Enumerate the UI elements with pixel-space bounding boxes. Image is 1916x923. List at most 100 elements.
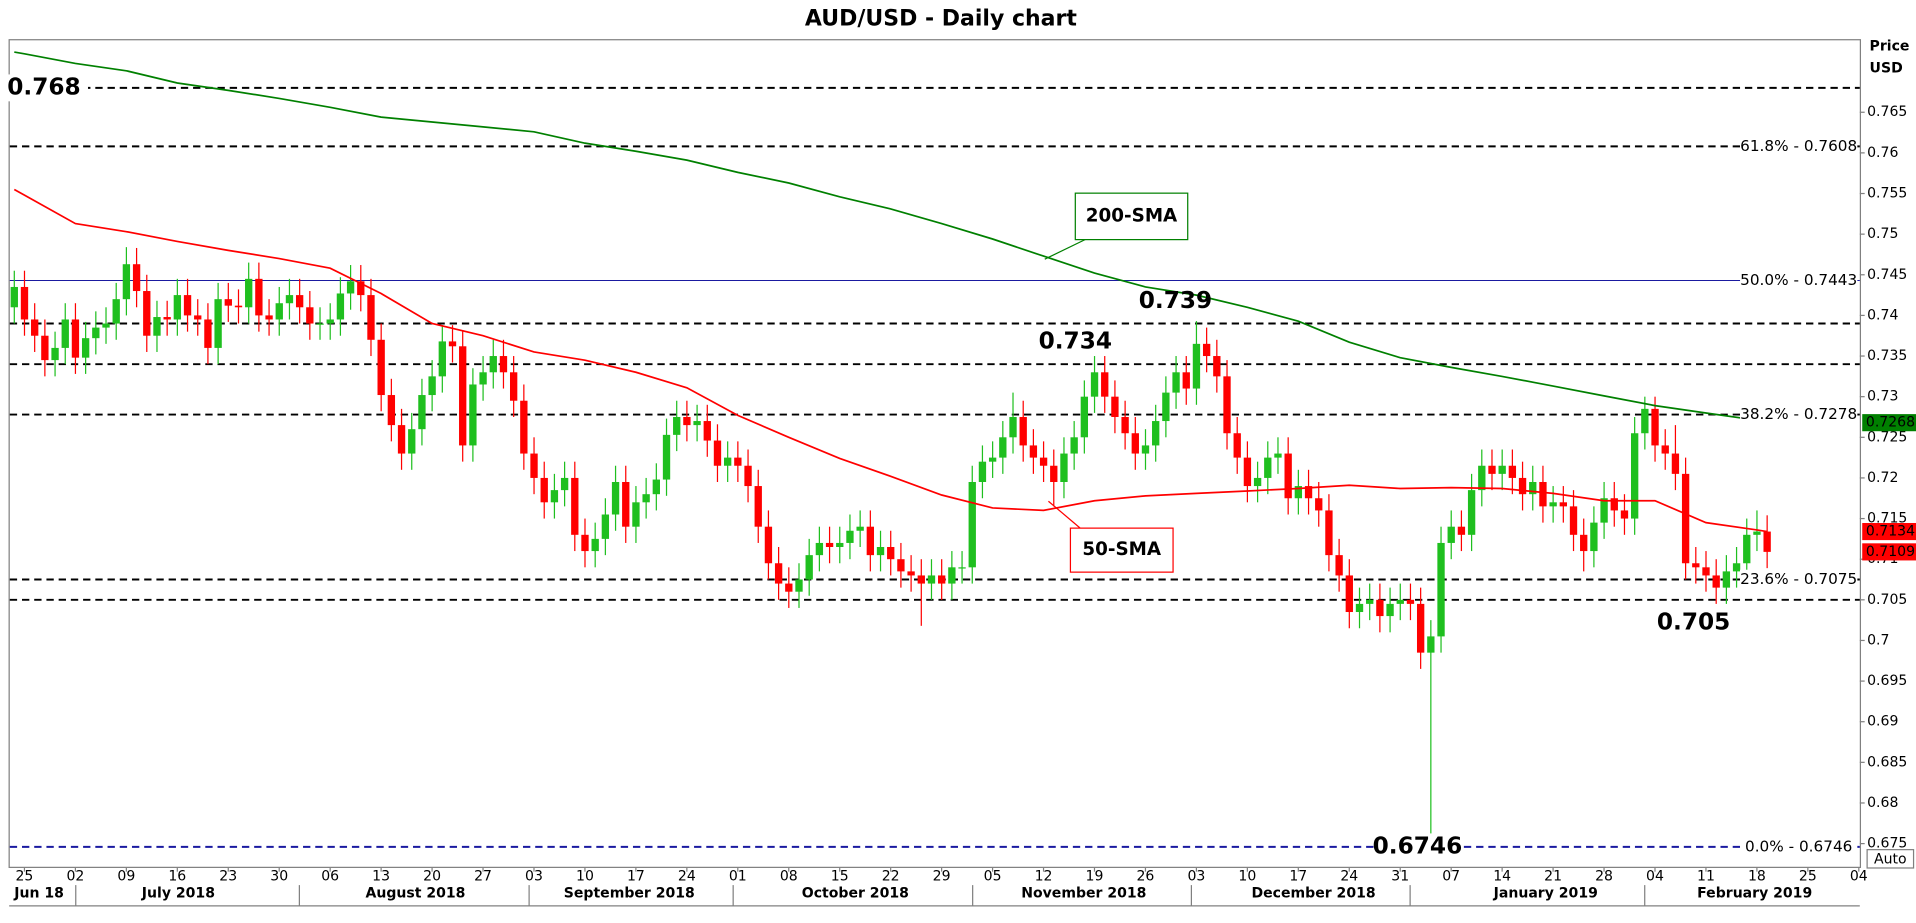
candle-body: [1457, 526, 1466, 535]
y-tick-label: 0.68: [1867, 795, 1898, 811]
candle-body: [224, 299, 232, 306]
x-tick-label: 13: [372, 869, 390, 885]
candle-body: [530, 453, 538, 478]
x-tick-label: 31: [1391, 869, 1409, 885]
candle-body: [71, 319, 80, 358]
sma-line: [13, 188, 1768, 533]
candle-body: [10, 286, 18, 308]
candle-body: [1692, 563, 1700, 568]
annotation-text: 200-SMA: [1086, 205, 1178, 226]
candle-body: [927, 575, 936, 584]
candle-body: [1498, 465, 1506, 474]
candle-body: [1009, 416, 1017, 438]
candle-body: [377, 339, 385, 396]
candle-body: [367, 295, 375, 340]
candle-body: [1416, 603, 1425, 653]
candle-body: [540, 477, 548, 503]
candle-body: [611, 481, 620, 515]
price-tag: 0.7134: [1866, 524, 1915, 540]
candle-body: [581, 534, 589, 552]
candle-body: [479, 372, 487, 385]
callout-bg: [1373, 833, 1462, 861]
candle-body: [1539, 481, 1547, 507]
level-label: 61.8% - 0.7608: [1740, 137, 1857, 155]
candle-body: [499, 356, 508, 373]
candle-body: [948, 567, 956, 584]
candle-body: [163, 317, 171, 320]
candle-body: [183, 295, 192, 316]
candle-body: [1284, 453, 1292, 499]
candle-body: [1437, 542, 1445, 637]
level-callout: 0.739: [1139, 287, 1212, 314]
level-label: 0.0% - 0.6746: [1745, 837, 1852, 855]
y-tick-label: 0.765: [1867, 104, 1907, 120]
candle-body: [245, 278, 253, 308]
x-tick-label: 28: [1595, 869, 1613, 885]
price-tag-bg: [1862, 414, 1916, 432]
x-tick-label: 25: [16, 869, 34, 885]
candle-body: [1549, 502, 1557, 507]
candle-body: [326, 319, 334, 324]
sma-line: [14, 51, 1768, 424]
annotation-text: 50-SMA: [1082, 539, 1162, 560]
level-label-bg: [1740, 404, 1858, 425]
candle-body: [1651, 408, 1659, 446]
candle-body: [1661, 445, 1669, 454]
x-tick-label: 07: [1442, 869, 1460, 885]
x-tick-label: 20: [423, 869, 441, 885]
candle-body: [560, 477, 569, 491]
candle-body: [988, 457, 997, 462]
x-tick-label: 04: [1646, 869, 1664, 885]
candle-body: [1152, 421, 1160, 446]
y-tick-label: 0.705: [1867, 592, 1907, 608]
candle-body: [1641, 408, 1649, 434]
x-tick-label: 10: [1238, 869, 1256, 885]
candle-body: [387, 395, 396, 426]
candle-body: [438, 341, 446, 377]
candle-body: [744, 465, 752, 487]
candle-body: [459, 346, 467, 446]
candle-body: [1478, 465, 1486, 491]
candle-body: [1223, 376, 1231, 434]
x-tick-label: 15: [831, 869, 849, 885]
candle-body: [1396, 599, 1404, 604]
candle-body: [1355, 603, 1364, 613]
candle-body: [1182, 372, 1190, 389]
x-month-label: November 2018: [1021, 886, 1146, 902]
chart-title: AUD/USD - Daily chart: [805, 7, 1077, 32]
candle-body: [1620, 510, 1629, 519]
y-tick-label: 0.74: [1867, 307, 1898, 323]
candle-body: [194, 315, 202, 320]
candle-body: [1274, 453, 1282, 458]
candle-body: [978, 461, 987, 482]
price-tag-bg: [1862, 543, 1916, 561]
candle-body: [173, 295, 182, 320]
x-tick-label: 09: [117, 869, 135, 885]
candle-body: [408, 429, 416, 454]
y-tick-label: 0.75: [1867, 226, 1898, 242]
y-axis-label: Price: [1870, 38, 1910, 54]
x-tick-label: 27: [474, 869, 492, 885]
y-tick-label: 0.745: [1867, 267, 1907, 283]
level-callout: 0.768: [7, 73, 80, 100]
level-label-bg: [1740, 837, 1858, 857]
x-tick-label: 08: [780, 869, 798, 885]
candle-body: [31, 319, 39, 336]
scale-mode-box: [1866, 849, 1915, 869]
candle-body: [1702, 567, 1710, 576]
candle-body: [968, 481, 976, 568]
candle-body: [1172, 372, 1180, 393]
candle-body: [642, 494, 650, 503]
y-tick-label: 0.69: [1867, 714, 1898, 730]
candle-body: [734, 457, 742, 466]
candle-body: [132, 264, 141, 292]
candle-body: [805, 555, 813, 580]
candle-body: [897, 559, 905, 572]
candle-body: [1467, 490, 1476, 535]
x-tick-label: 11: [1697, 869, 1715, 885]
candle-body: [1019, 416, 1027, 446]
candle-body: [112, 299, 120, 324]
candle-body: [1406, 599, 1415, 604]
candle-body: [1559, 502, 1567, 507]
